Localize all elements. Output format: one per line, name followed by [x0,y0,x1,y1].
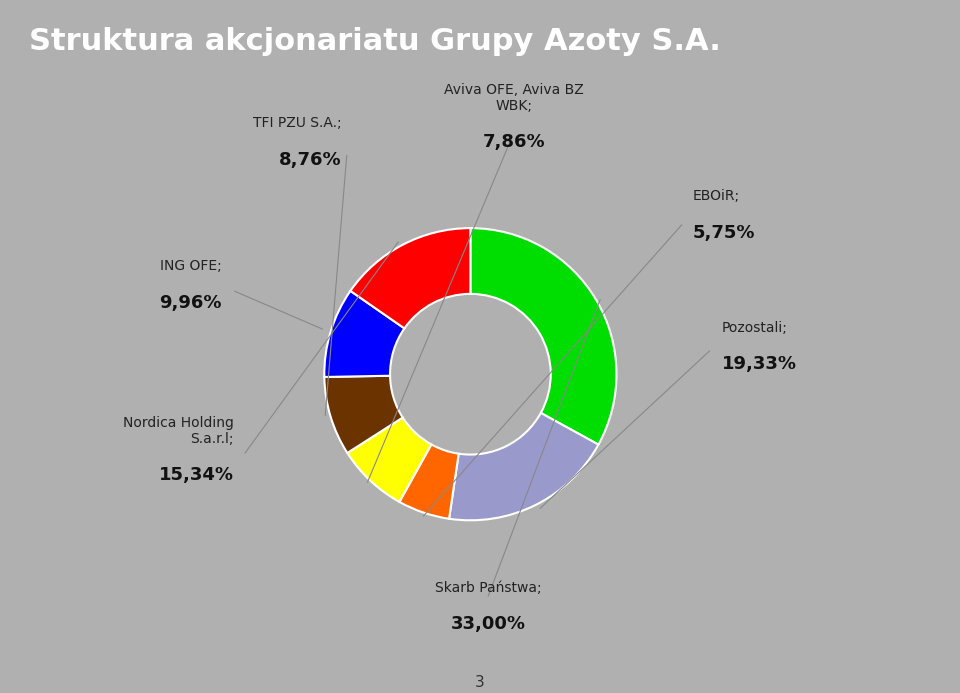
Text: Aviva OFE, Aviva BZ
WBK;: Aviva OFE, Aviva BZ WBK; [444,82,584,113]
Wedge shape [350,228,470,328]
Text: 3: 3 [475,674,485,690]
Wedge shape [324,376,403,453]
Wedge shape [324,291,404,377]
Text: 15,34%: 15,34% [158,466,233,484]
Text: 19,33%: 19,33% [722,356,797,374]
Text: 33,00%: 33,00% [450,615,525,633]
Text: EBOiR;: EBOiR; [692,189,739,203]
Text: 9,96%: 9,96% [159,294,222,312]
Text: Pozostali;: Pozostali; [722,321,787,335]
Text: 8,76%: 8,76% [279,150,342,168]
Wedge shape [449,413,598,520]
Text: Struktura akcjonariatu Grupy Azoty S.A.: Struktura akcjonariatu Grupy Azoty S.A. [29,27,721,56]
Text: Nordica Holding
S.a.r.l;: Nordica Holding S.a.r.l; [123,416,233,446]
Wedge shape [399,444,459,519]
Text: TFI PZU S.A.;: TFI PZU S.A.; [253,116,342,130]
Wedge shape [348,417,431,502]
Wedge shape [470,228,616,445]
Text: 7,86%: 7,86% [483,133,545,151]
Text: Skarb Państwa;: Skarb Państwa; [435,581,541,595]
Text: ING OFE;: ING OFE; [160,259,222,274]
Text: 5,75%: 5,75% [692,224,755,242]
